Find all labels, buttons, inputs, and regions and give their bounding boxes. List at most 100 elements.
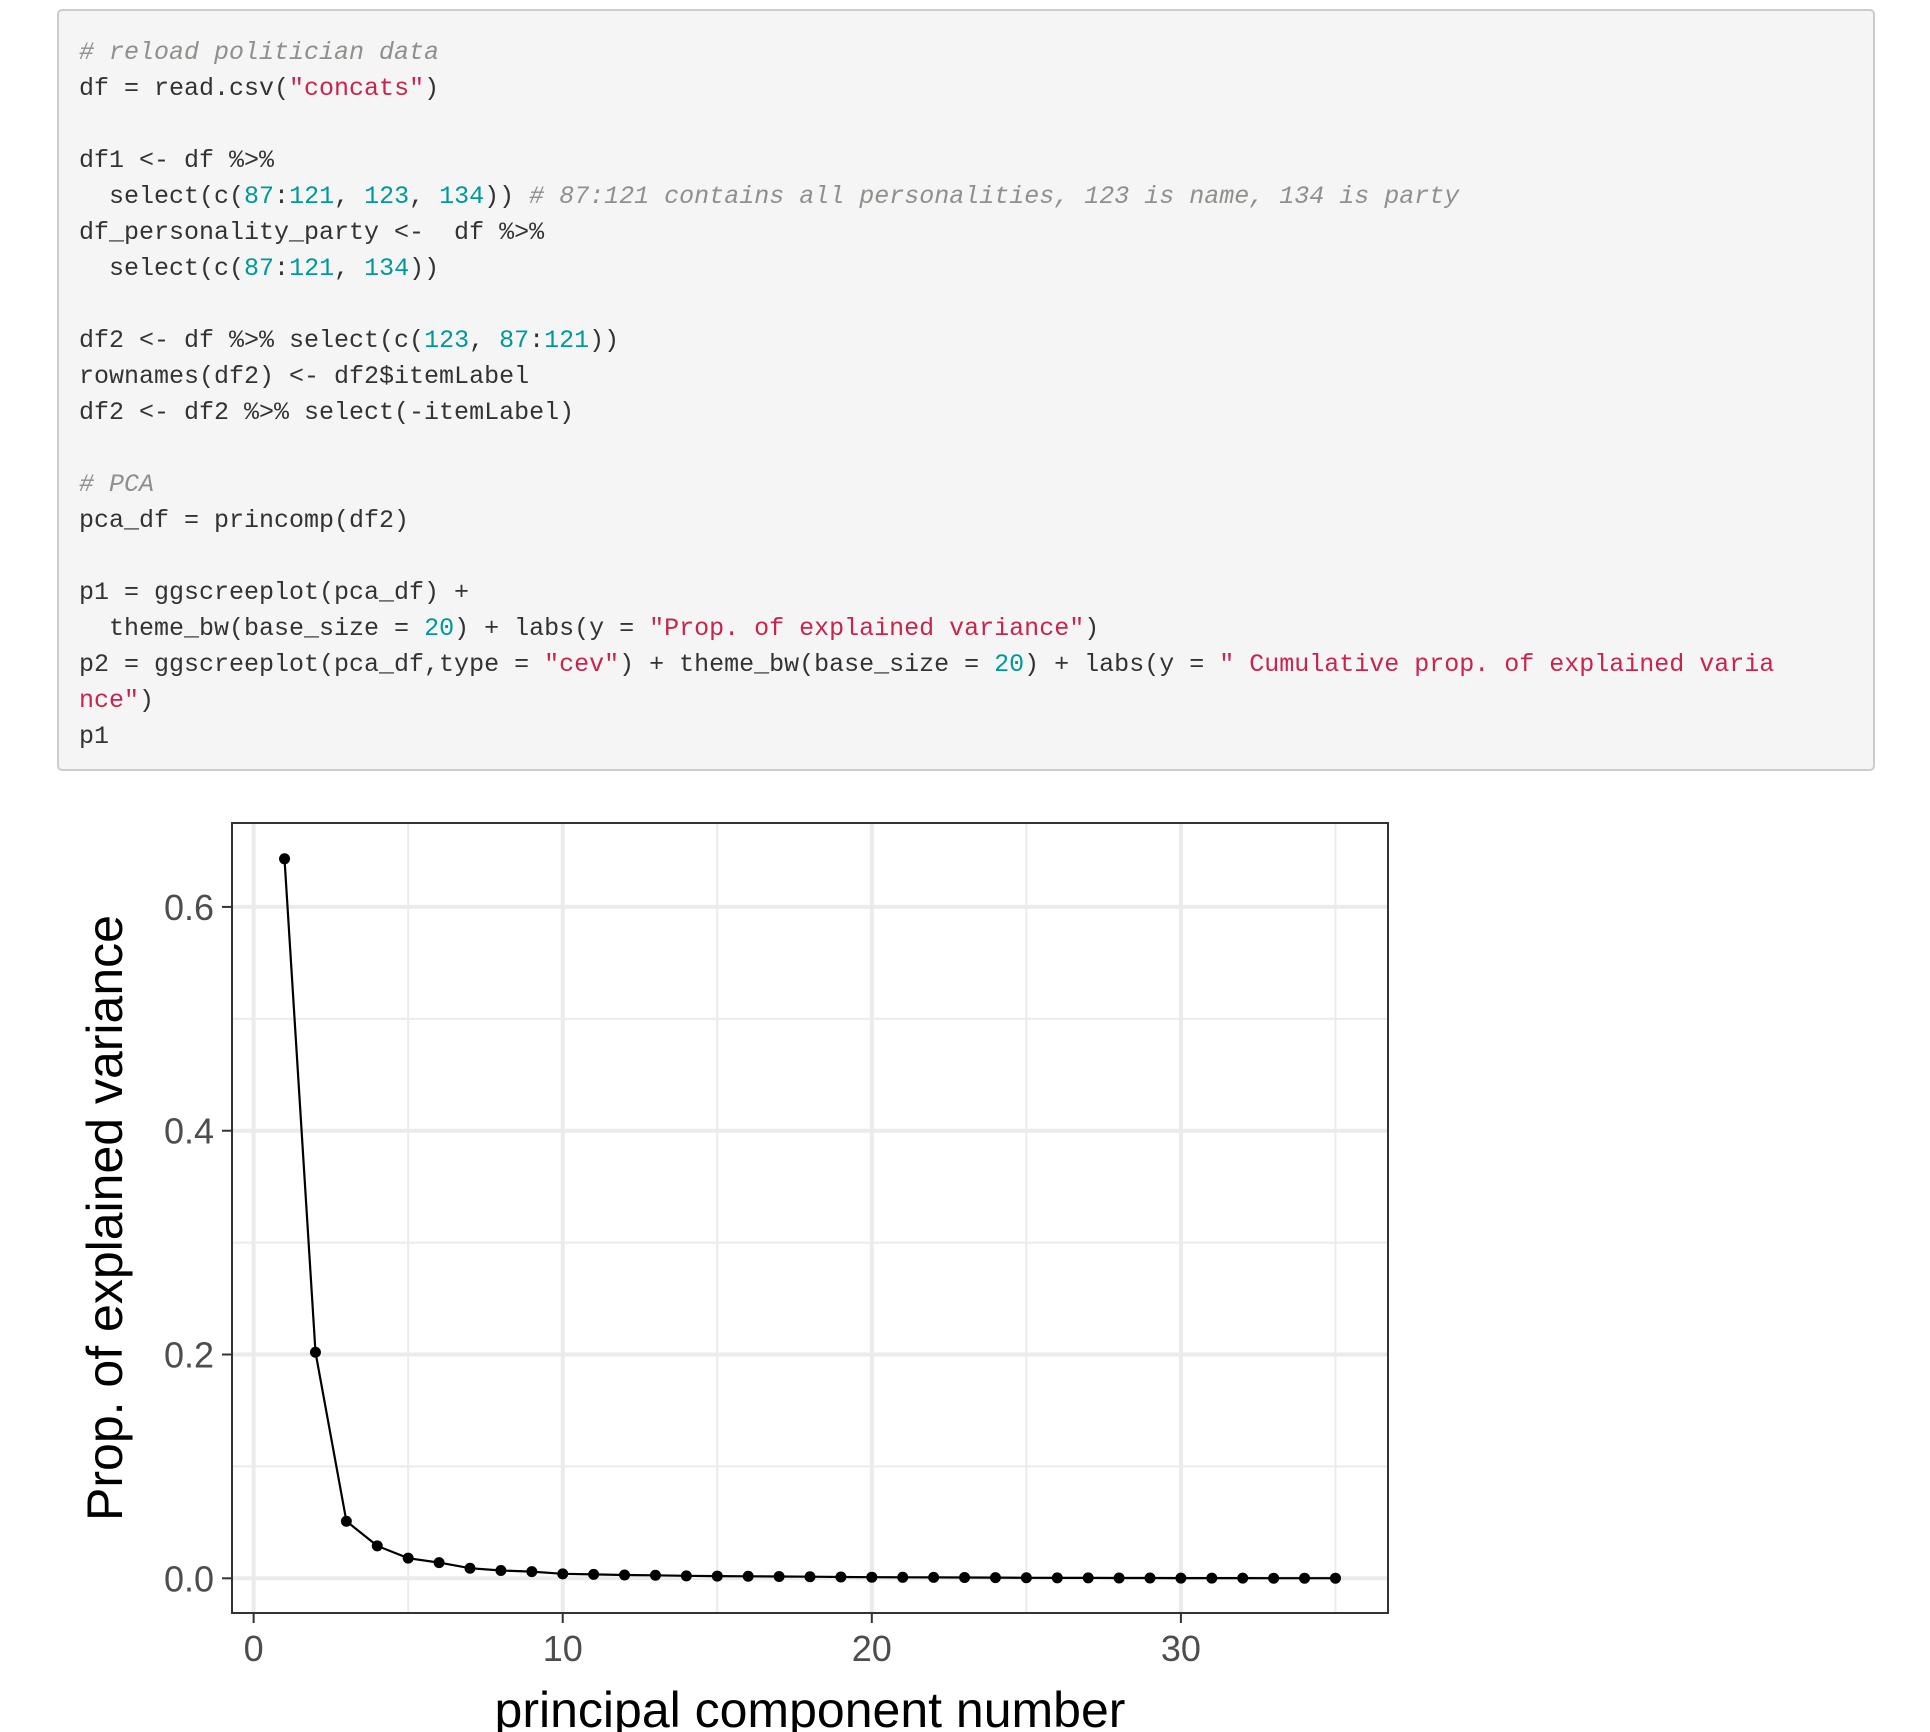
code-token-string: "Prop. of explained variance": [649, 614, 1085, 643]
data-point: [371, 1540, 383, 1552]
code-token-code: ) + theme_bw(base_size =: [619, 650, 995, 679]
data-point: [680, 1570, 692, 1582]
code-token-code: ): [1084, 614, 1100, 643]
data-point: [309, 1346, 321, 1358]
data-point: [557, 1568, 569, 1580]
data-point: [866, 1571, 878, 1583]
code-token-number: 134: [364, 254, 410, 283]
code-token-number: 87: [244, 254, 275, 283]
data-point: [619, 1569, 631, 1581]
plot-panel-border: [231, 822, 1389, 1614]
data-point: [1082, 1572, 1094, 1584]
code-token-code: df_personality_party <- df %>%: [79, 218, 545, 247]
chart-svg: 0 10 20 30 0.0 0.2 0.4 0.6 principal component …: [77, 822, 1389, 1732]
data-point: [279, 853, 291, 865]
code-token-code: ,: [334, 254, 365, 283]
code-token-number: 20: [994, 650, 1025, 679]
data-point: [1299, 1572, 1311, 1584]
x-tick-label: 30: [1161, 1628, 1201, 1669]
code-token-code: :: [529, 326, 545, 355]
code-token-code: df2 <- df %>% select(c(: [79, 326, 425, 355]
y-tick-label: 0.2: [164, 1335, 214, 1376]
code-token-string: "cev": [544, 650, 620, 679]
code-token-code: )): [409, 254, 440, 283]
data-point: [588, 1568, 600, 1580]
y-tick-label: 0.0: [164, 1558, 214, 1599]
code-line: select(c(87:121, 134)): [79, 251, 1873, 287]
x-tick-label: 20: [852, 1628, 892, 1669]
code-token-code: ,: [469, 326, 500, 355]
scree-plot: 0 10 20 30 0.0 0.2 0.4 0.6 principal component …: [0, 780, 1420, 1732]
data-point: [1144, 1572, 1156, 1584]
code-token-number: 121: [289, 182, 335, 211]
code-line: p2 = ggscreeplot(pca_df,type = "cev") + …: [79, 647, 1873, 683]
data-point: [989, 1572, 1001, 1584]
code-token-code: ) + labs(y =: [454, 614, 650, 643]
code-token-string: nce": [79, 686, 140, 715]
code-token-code: ,: [334, 182, 365, 211]
code-line: nce"): [79, 683, 1873, 719]
data-point: [1206, 1572, 1218, 1584]
code-token-number: 121: [544, 326, 590, 355]
code-token-number: 20: [424, 614, 455, 643]
data-point: [773, 1571, 785, 1583]
axis-ticks: [222, 905, 1182, 1623]
code-token-number: 123: [424, 326, 470, 355]
code-line: df_personality_party <- df %>%: [79, 215, 1873, 251]
x-tick-label: 0: [244, 1628, 264, 1669]
grid-minor: [232, 823, 1388, 1613]
code-token-code: ): [424, 74, 440, 103]
code-token-comment: # 87:121 contains all personalities, 123…: [529, 182, 1460, 211]
code-token-number: 123: [364, 182, 410, 211]
code-line: theme_bw(base_size = 20) + labs(y = "Pro…: [79, 611, 1873, 647]
data-point: [928, 1571, 940, 1583]
code-line: df2 <- df2 %>% select(-itemLabel): [79, 395, 1873, 431]
code-token-code: :: [274, 254, 290, 283]
code-line: [79, 431, 1873, 467]
code-line: rownames(df2) <- df2$itemLabel: [79, 359, 1873, 395]
data-point: [402, 1552, 414, 1564]
code-token-code: theme_bw(base_size =: [79, 614, 425, 643]
code-line: # PCA: [79, 467, 1873, 503]
code-token-comment: # reload politician data: [79, 38, 440, 67]
data-point: [897, 1571, 909, 1583]
code-token-code: ): [139, 686, 155, 715]
y-tick-label: 0.4: [164, 1111, 214, 1152]
data-point: [711, 1570, 723, 1582]
y-axis-title: Prop. of explained variance: [77, 915, 133, 1521]
data-point: [649, 1569, 661, 1581]
code-line: p1 = ggscreeplot(pca_df) +: [79, 575, 1873, 611]
data-point: [495, 1564, 507, 1576]
code-token-code: pca_df = princomp(df2): [79, 506, 410, 535]
data-point: [959, 1572, 971, 1584]
code-token-code: rownames(df2) <- df2$itemLabel: [79, 362, 530, 391]
code-token-code: :: [274, 182, 290, 211]
code-line: df2 <- df %>% select(c(123, 87:121)): [79, 323, 1873, 359]
data-point: [340, 1515, 352, 1527]
code-token-code: )): [589, 326, 620, 355]
code-token-code: p1: [79, 722, 110, 751]
code-line: [79, 287, 1873, 323]
data-point: [433, 1557, 445, 1569]
code-token-code: ,: [409, 182, 440, 211]
data-point: [1175, 1572, 1187, 1584]
code-line: pca_df = princomp(df2): [79, 503, 1873, 539]
data-point: [526, 1566, 538, 1578]
code-token-number: 87: [499, 326, 530, 355]
data-point: [804, 1571, 816, 1583]
code-token-code: df = read.csv(: [79, 74, 290, 103]
code-line: df1 <- df %>%: [79, 143, 1873, 179]
data-point: [1329, 1572, 1341, 1584]
code-token-code: )): [484, 182, 530, 211]
code-token-string: "concats": [289, 74, 425, 103]
data-point: [1113, 1572, 1125, 1584]
code-line: select(c(87:121, 123, 134)) # 87:121 con…: [79, 179, 1873, 215]
code-token-code: p2 = ggscreeplot(pca_df,type =: [79, 650, 545, 679]
code-lines: # reload politician data df = read.csv("c…: [79, 35, 1873, 755]
data-point: [1020, 1572, 1032, 1584]
code-token-code: ) + labs(y =: [1024, 650, 1220, 679]
code-token-code: p1 = ggscreeplot(pca_df) +: [79, 578, 470, 607]
data-point: [835, 1571, 847, 1583]
data-point: [1051, 1572, 1063, 1584]
code-token-number: 134: [439, 182, 485, 211]
